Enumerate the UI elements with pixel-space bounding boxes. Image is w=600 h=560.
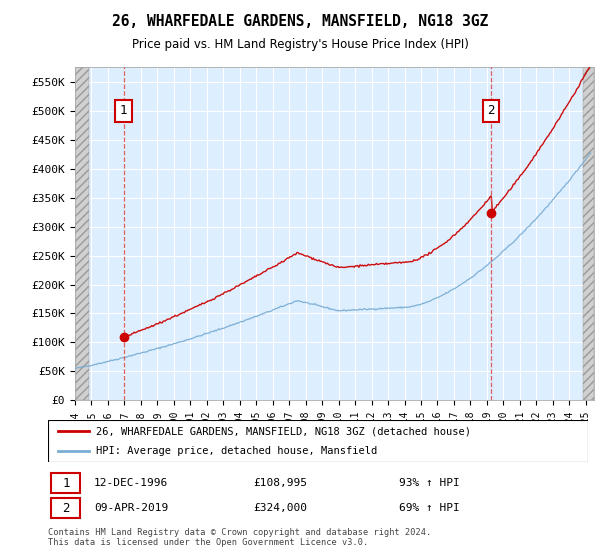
- FancyBboxPatch shape: [48, 420, 588, 462]
- Text: 2: 2: [488, 104, 495, 117]
- Text: Contains HM Land Registry data © Crown copyright and database right 2024.
This d: Contains HM Land Registry data © Crown c…: [48, 528, 431, 547]
- FancyBboxPatch shape: [50, 473, 80, 493]
- FancyBboxPatch shape: [50, 498, 80, 519]
- Text: 12-DEC-1996: 12-DEC-1996: [94, 478, 168, 488]
- Text: HPI: Average price, detached house, Mansfield: HPI: Average price, detached house, Mans…: [95, 446, 377, 456]
- Text: £324,000: £324,000: [253, 503, 307, 513]
- Text: 26, WHARFEDALE GARDENS, MANSFIELD, NG18 3GZ: 26, WHARFEDALE GARDENS, MANSFIELD, NG18 …: [112, 14, 488, 29]
- Text: 1: 1: [62, 477, 70, 489]
- Text: £108,995: £108,995: [253, 478, 307, 488]
- Polygon shape: [75, 67, 89, 400]
- Text: Price paid vs. HM Land Registry's House Price Index (HPI): Price paid vs. HM Land Registry's House …: [131, 38, 469, 51]
- Text: 09-APR-2019: 09-APR-2019: [94, 503, 168, 513]
- Text: 69% ↑ HPI: 69% ↑ HPI: [399, 503, 460, 513]
- Text: 93% ↑ HPI: 93% ↑ HPI: [399, 478, 460, 488]
- Text: 1: 1: [120, 104, 127, 117]
- Text: 2: 2: [62, 502, 70, 515]
- Text: 26, WHARFEDALE GARDENS, MANSFIELD, NG18 3GZ (detached house): 26, WHARFEDALE GARDENS, MANSFIELD, NG18 …: [95, 426, 470, 436]
- Polygon shape: [583, 67, 594, 400]
